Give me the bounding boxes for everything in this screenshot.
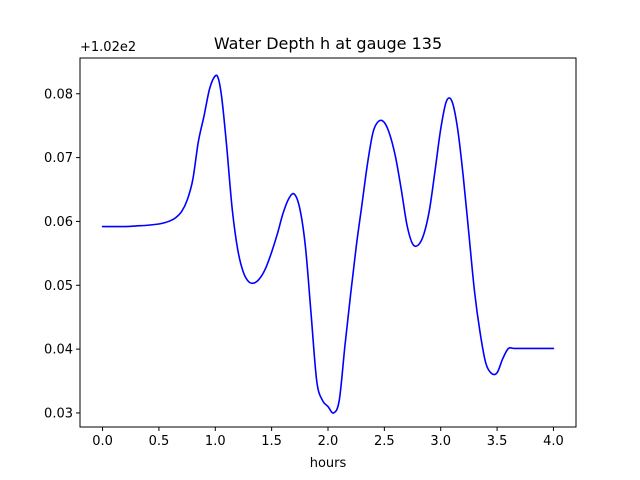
x-tick-label: 0.5 xyxy=(149,434,170,449)
x-tick-label: 0.0 xyxy=(92,434,113,449)
y-tick-label: 0.04 xyxy=(44,343,73,358)
plot-frame xyxy=(79,57,577,428)
x-tick-label: 1.5 xyxy=(261,434,282,449)
y-tick-label: 0.05 xyxy=(44,279,73,294)
y-tick-label: 0.08 xyxy=(44,87,73,102)
x-tick-label: 2.0 xyxy=(318,434,339,449)
x-tick-label: 3.0 xyxy=(430,434,451,449)
x-tick-label: 2.5 xyxy=(374,434,395,449)
y-axis-ticks: 0.03 0.04 0.05 0.06 0.07 0.08 xyxy=(44,87,80,421)
y-offset-label: +1.02e2 xyxy=(80,40,136,55)
chart-title: Water Depth h at gauge 135 xyxy=(214,34,442,53)
y-tick-label: 0.06 xyxy=(44,215,73,230)
x-tick-label: 1.0 xyxy=(205,434,226,449)
y-tick-label: 0.07 xyxy=(44,151,73,166)
y-tick-label: 0.03 xyxy=(44,406,73,421)
x-tick-label: 4.0 xyxy=(543,434,564,449)
x-axis-ticks: 0.0 0.5 1.0 1.5 2.0 2.5 3.0 3.5 4.0 xyxy=(92,427,564,449)
water-depth-line xyxy=(101,74,555,414)
x-axis-label: hours xyxy=(310,456,347,471)
x-tick-label: 3.5 xyxy=(487,434,508,449)
